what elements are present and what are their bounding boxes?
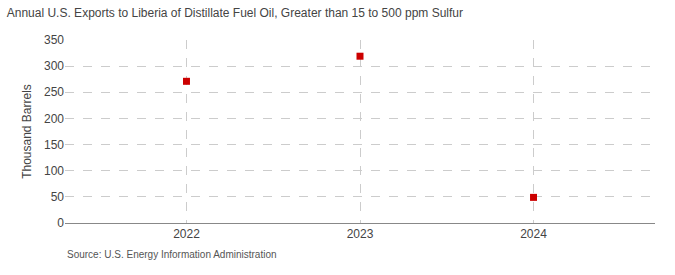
svg-text:250: 250 — [44, 85, 64, 99]
svg-text:2022: 2022 — [173, 227, 200, 241]
svg-text:Annual U.S. Exports to Liberia: Annual U.S. Exports to Liberia of Distil… — [7, 6, 463, 20]
svg-text:100: 100 — [44, 164, 64, 178]
svg-text:Thousand Barrels: Thousand Barrels — [20, 84, 34, 179]
svg-text:Source: U.S. Energy Informatio: Source: U.S. Energy Information Administ… — [67, 249, 277, 260]
svg-text:300: 300 — [44, 59, 64, 73]
svg-text:200: 200 — [44, 112, 64, 126]
svg-text:350: 350 — [44, 33, 64, 47]
svg-text:50: 50 — [51, 190, 65, 204]
svg-text:2023: 2023 — [347, 227, 374, 241]
svg-text:150: 150 — [44, 138, 64, 152]
svg-text:0: 0 — [57, 216, 64, 230]
svg-text:2024: 2024 — [520, 227, 547, 241]
